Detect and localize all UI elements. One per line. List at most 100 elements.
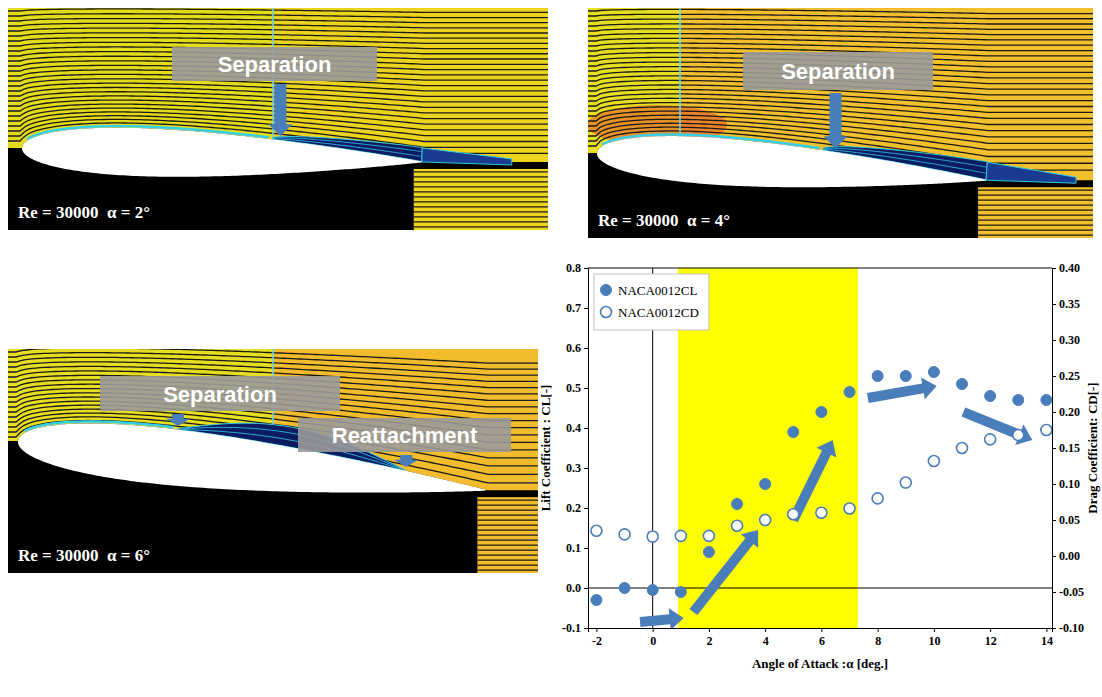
tick: 0 (650, 628, 656, 648)
streamline (588, 43, 1093, 50)
axis-line (584, 269, 589, 629)
tick: 0.0 (566, 581, 588, 595)
streamline (477, 544, 538, 545)
data-point (928, 455, 939, 466)
panel-caption: Re = 30000 α = 6° (18, 546, 150, 565)
legend-label: NACA0012CL (618, 283, 698, 298)
tick: 0.3 (566, 461, 588, 475)
data-point (591, 595, 602, 606)
grid-seam (679, 8, 681, 136)
data-point (957, 443, 968, 454)
tick: 0.8 (566, 261, 588, 275)
data-point (844, 503, 855, 514)
y-axis: -0.10.00.10.20.30.40.50.60.70.8 (562, 261, 589, 635)
tick-mark (1052, 484, 1056, 485)
tick-label: 0.10 (1059, 477, 1080, 491)
label-arrow (394, 455, 418, 467)
tick-mark (990, 628, 991, 632)
tick-label: 0.2 (566, 501, 581, 515)
data-point (928, 367, 939, 378)
panel-background (8, 349, 538, 573)
figure: SeparationRe = 30000 α = 2°SeparationRe … (0, 0, 1102, 697)
data-point (619, 529, 630, 540)
tick-label: 0.3 (566, 461, 581, 475)
tick-mark (1046, 628, 1047, 632)
trend-arrow (962, 407, 1033, 445)
streamline (978, 205, 1093, 206)
tick-label: 2 (706, 634, 712, 648)
axis-line (1053, 269, 1057, 629)
data-point (760, 479, 771, 490)
tick-mark (1052, 268, 1056, 269)
streamline (414, 206, 548, 207)
streamline (414, 216, 548, 217)
data-point (900, 371, 911, 382)
plot-background (588, 268, 1052, 628)
x-axis-title: Angle of Attack :α [deg.] (752, 656, 888, 671)
streamline (477, 519, 538, 520)
streamline (414, 171, 548, 172)
legend-marker (601, 285, 612, 296)
tick-label: -2 (592, 634, 602, 648)
streamline (8, 23, 548, 27)
tick: -2 (592, 628, 602, 648)
data-point (816, 407, 827, 418)
tick: 10 (928, 628, 940, 648)
flow-label: Reattachment (332, 423, 478, 448)
streamline (978, 200, 1093, 201)
tick-mark (584, 628, 588, 629)
data-point (788, 427, 799, 438)
tick-label: 0.8 (566, 261, 581, 275)
legend: NACA0012CLNACA0012CD (594, 274, 709, 330)
streamline (477, 499, 538, 500)
data-point (675, 587, 686, 598)
streamline (588, 14, 1093, 18)
tick: 0.05 (1052, 513, 1080, 527)
flow-panel: SeparationReattachmentRe = 30000 α = 6° (8, 348, 540, 573)
data-point (985, 434, 996, 445)
flow-label: Separation (218, 52, 332, 77)
data-point (675, 530, 686, 541)
tick-mark (584, 588, 588, 589)
tick-label: 0.05 (1059, 513, 1080, 527)
tick-mark (1052, 376, 1056, 377)
streamline (477, 559, 538, 560)
streamline (414, 201, 548, 202)
wake (986, 162, 1076, 183)
tick-mark (1052, 628, 1056, 629)
tick: 0.4 (566, 421, 588, 435)
tick: 0.25 (1052, 369, 1080, 383)
tick: -0.1 (562, 621, 588, 635)
chart: -202468101214-0.10.00.10.20.30.40.50.60.… (538, 261, 1100, 671)
data-point (872, 371, 883, 382)
data-point (872, 493, 883, 504)
flow-panel: SeparationRe = 30000 α = 4° (587, 8, 1096, 238)
tick: 2 (706, 628, 712, 648)
tick: -0.10 (1052, 621, 1084, 635)
tick-label: 0.30 (1059, 333, 1080, 347)
streamline (8, 19, 548, 23)
tick-mark (584, 388, 588, 389)
flow-label: Separation (781, 59, 895, 84)
streamline (414, 196, 548, 197)
flow-panel: SeparationRe = 30000 α = 2° (8, 8, 548, 230)
tick-mark (584, 548, 588, 549)
data-point (900, 477, 911, 488)
tick-mark (1052, 592, 1056, 593)
label-arrow (824, 93, 848, 148)
streamline (414, 226, 548, 227)
streamline (978, 225, 1093, 226)
streamline (8, 28, 548, 33)
tick: 0.6 (566, 341, 588, 355)
streamlines (8, 9, 548, 227)
tick: 0.35 (1052, 297, 1080, 311)
y-axis-title: Lift Coefficient : CL[-] (538, 385, 553, 512)
data-point (1013, 430, 1024, 441)
tick: 0.5 (566, 381, 588, 395)
streamline (588, 38, 1093, 45)
streamline (414, 211, 548, 212)
tick: 0.2 (566, 501, 588, 515)
streamline (978, 210, 1093, 211)
streamline (414, 186, 548, 187)
streamline (414, 221, 548, 222)
